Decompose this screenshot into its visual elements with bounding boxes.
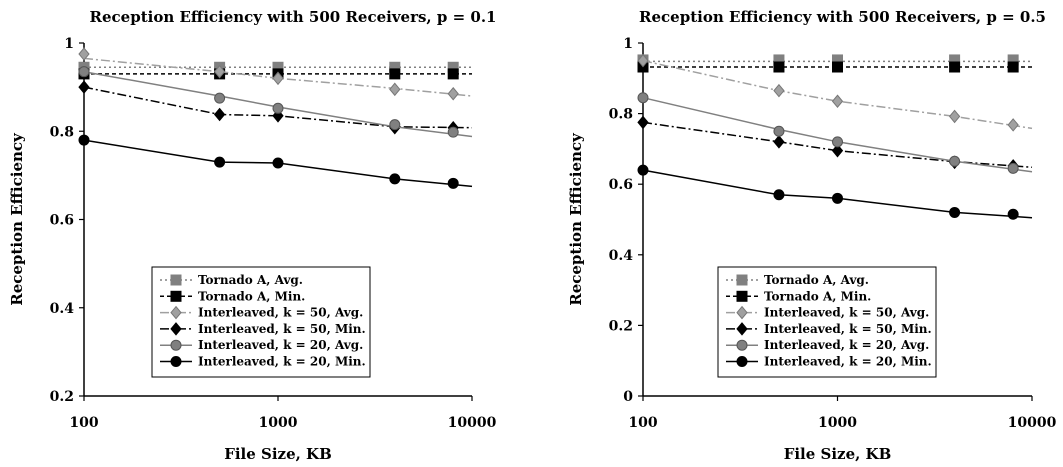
data-point (950, 207, 960, 217)
data-point (1008, 209, 1018, 219)
data-point (950, 110, 960, 122)
legend-entry: Interleaved, k = 50, Min. (764, 322, 932, 336)
legend-entry: Interleaved, k = 20, Min. (198, 355, 366, 369)
data-point (950, 156, 960, 166)
data-point (390, 69, 400, 79)
legend-marker (171, 275, 181, 285)
legend-marker (737, 340, 747, 350)
legend-entry: Interleaved, k = 50, Avg. (198, 306, 363, 320)
legend-marker (737, 291, 747, 301)
legend-entry: Interleaved, k = 20, Min. (764, 355, 932, 369)
x-tick-label: 100 (628, 415, 657, 431)
data-point (833, 62, 843, 72)
x-tick-label: 100 (69, 415, 98, 431)
legend-entry: Interleaved, k = 50, Min. (198, 322, 366, 336)
x-tick-label: 1000 (259, 415, 298, 431)
y-tick-label: 0.2 (609, 318, 633, 334)
legend-entry: Interleaved, k = 20, Avg. (198, 338, 363, 352)
data-point (1008, 163, 1018, 173)
data-point (1008, 119, 1018, 131)
y-axis-label: Reception Efficiency (567, 132, 585, 306)
chart-p-0-1: Reception Efficiency with 500 Receivers,… (8, 8, 497, 463)
y-tick-label: 1 (64, 36, 74, 52)
x-axis-label: File Size, KB (224, 445, 332, 463)
legend-entry: Tornado A, Avg. (764, 273, 869, 287)
y-tick-label: 0 (623, 389, 633, 405)
chart-title: Reception Efficiency with 500 Receivers,… (90, 8, 497, 26)
y-tick-label: 1 (623, 36, 633, 52)
series-1 (638, 62, 1032, 72)
data-point (833, 95, 843, 107)
x-tick-label: 10000 (1008, 415, 1057, 431)
data-point (638, 93, 648, 103)
x-axis-label: File Size, KB (784, 445, 892, 463)
y-tick-label: 0.6 (609, 177, 633, 193)
x-tick-label: 1000 (818, 415, 857, 431)
legend-entry: Interleaved, k = 20, Avg. (764, 338, 929, 352)
data-point (273, 103, 283, 113)
chart-p-0-5: Reception Efficiency with 500 Receivers,… (567, 8, 1057, 463)
data-point (774, 126, 784, 136)
x-tick-label: 10000 (448, 415, 497, 431)
data-point (448, 178, 458, 188)
y-tick-label: 0.8 (609, 107, 633, 123)
data-point (638, 165, 648, 175)
series-5 (79, 135, 472, 188)
y-axis-label: Reception Efficiency (8, 132, 26, 306)
legend-marker (171, 340, 181, 350)
data-point (448, 69, 458, 79)
data-point (833, 193, 843, 203)
legend-marker (737, 357, 747, 367)
data-point (215, 108, 225, 120)
data-point (774, 62, 784, 72)
legend-entry: Tornado A, Avg. (198, 273, 303, 287)
data-point (774, 190, 784, 200)
data-point (638, 116, 648, 128)
data-point (215, 157, 225, 167)
data-point (390, 83, 400, 95)
y-tick-label: 0.8 (50, 124, 74, 140)
data-point (79, 81, 89, 93)
y-tick-label: 0.4 (50, 301, 75, 317)
y-tick-label: 0.4 (609, 248, 634, 264)
data-point (448, 127, 458, 137)
data-point (273, 158, 283, 168)
data-point (79, 135, 89, 145)
legend-marker (171, 291, 181, 301)
data-point (950, 62, 960, 72)
data-point (390, 120, 400, 130)
data-point (79, 67, 89, 77)
legend-entry: Tornado A, Min. (764, 289, 871, 303)
data-point (390, 174, 400, 184)
data-point (833, 137, 843, 147)
chart-title: Reception Efficiency with 500 Receivers,… (639, 8, 1046, 26)
y-tick-label: 0.2 (50, 389, 74, 405)
legend-entry: Tornado A, Min. (198, 289, 305, 303)
data-point (1008, 62, 1018, 72)
series-line (643, 98, 1032, 172)
legend-entry: Interleaved, k = 50, Avg. (764, 306, 929, 320)
y-tick-label: 0.6 (50, 213, 74, 229)
legend-marker (171, 357, 181, 367)
data-point (215, 93, 225, 103)
data-point (774, 136, 784, 148)
data-point (448, 88, 458, 100)
legend-marker (737, 275, 747, 285)
series-5 (638, 165, 1032, 219)
data-point (774, 85, 784, 97)
